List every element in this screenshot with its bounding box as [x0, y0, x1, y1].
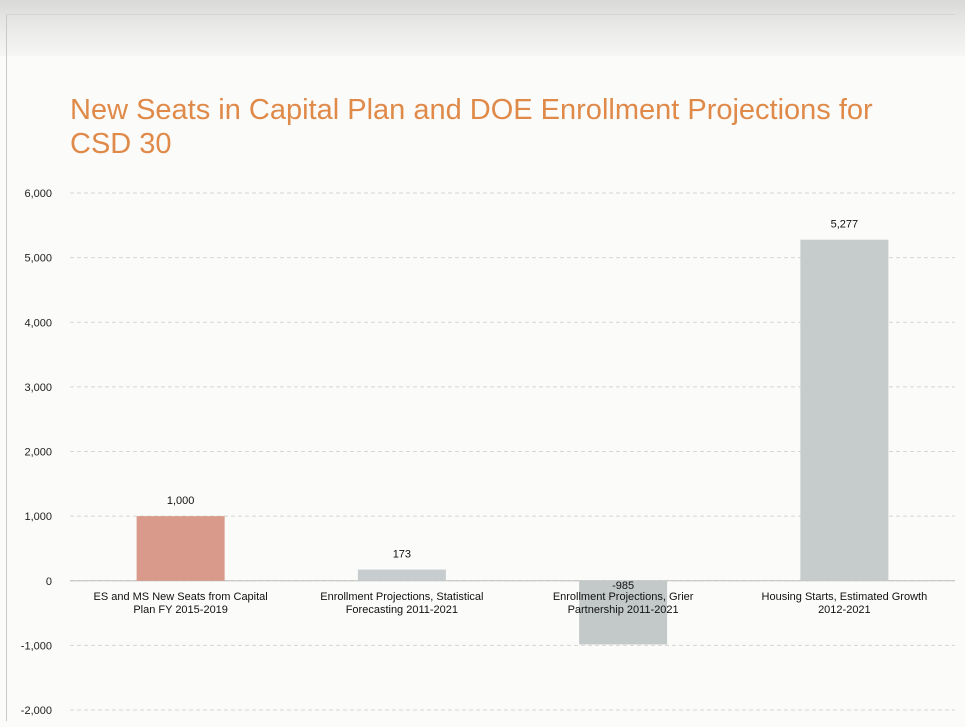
- category-label: 2012-2021: [818, 604, 871, 616]
- y-tick-label: -2,000: [21, 705, 52, 717]
- y-tick-label: 2,000: [24, 447, 52, 459]
- scan-header-band: [0, 0, 965, 56]
- bar: [579, 580, 668, 645]
- slide-frame: [6, 14, 955, 721]
- y-tick-label: 4,000: [24, 317, 52, 329]
- category-label: ES and MS New Seats from Capital: [94, 591, 268, 603]
- category-label: Plan FY 2015-2019: [133, 604, 228, 616]
- bar: [136, 516, 225, 581]
- y-tick-label: 5,000: [24, 253, 52, 265]
- bar: [357, 569, 446, 581]
- category-label: Enrollment Projections, Grier: [553, 591, 694, 603]
- y-tick-label: 3,000: [24, 382, 52, 394]
- category-label: Housing Starts, Estimated Growth: [762, 591, 928, 603]
- category-label: Partnership 2011-2021: [568, 604, 679, 616]
- y-tick-label: 1,000: [24, 511, 52, 523]
- data-label: -985: [612, 580, 634, 592]
- category-label: Enrollment Projections, Statistical: [320, 591, 483, 603]
- data-label: 173: [393, 549, 411, 561]
- data-label: 5,277: [831, 219, 859, 231]
- category-label: Forecasting 2011-2021: [346, 604, 458, 616]
- chart-title: New Seats in Capital Plan and DOE Enroll…: [70, 94, 873, 160]
- data-label: 1,000: [167, 495, 195, 507]
- bar: [800, 239, 889, 581]
- y-tick-label: 6,000: [24, 188, 52, 200]
- y-tick-label: 0: [46, 576, 52, 588]
- y-tick-label: -1,000: [21, 640, 52, 652]
